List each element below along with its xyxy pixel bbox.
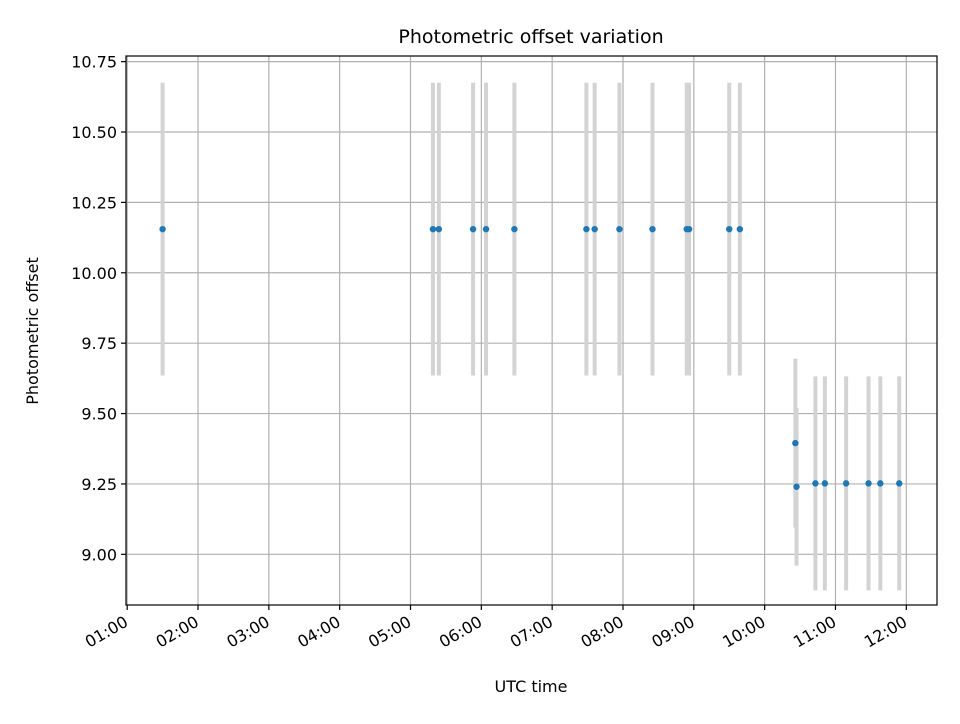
y-tick-label: 10.50 <box>71 123 117 142</box>
data-point <box>726 225 733 233</box>
data-point <box>793 483 800 490</box>
data-point <box>877 480 884 487</box>
y-tick-label: 9.00 <box>81 545 117 564</box>
data-point <box>685 225 693 233</box>
y-axis-label: Photometric offset <box>23 257 42 405</box>
y-axis-ticks: 9.00 9.25 9.50 9.75 10.00 10.25 10.50 10.75 <box>71 53 126 564</box>
data-point <box>821 480 829 487</box>
plot-frame <box>125 55 938 606</box>
data-point <box>159 225 166 233</box>
y-tick-label: 9.50 <box>81 405 117 424</box>
grid <box>126 56 937 605</box>
chart-title: Photometric offset variation <box>398 26 663 48</box>
data-point <box>649 225 656 233</box>
x-axis-label: UTC time <box>495 677 568 696</box>
y-tick-label: 10.25 <box>71 193 117 212</box>
data-point <box>482 225 490 233</box>
data-point <box>736 225 744 233</box>
data-point <box>429 225 437 233</box>
data-point <box>583 225 590 233</box>
y-tick-label: 9.75 <box>81 334 117 353</box>
data-point <box>812 480 819 487</box>
y-tick-label: 10.75 <box>71 53 117 72</box>
data-point <box>842 480 850 487</box>
data-point <box>511 225 518 233</box>
data-point <box>616 225 623 233</box>
data-point <box>469 225 477 233</box>
y-tick-label: 10.00 <box>71 264 117 283</box>
data-point <box>896 480 903 487</box>
data-point <box>591 225 598 233</box>
data-point <box>792 439 799 447</box>
data-point <box>435 225 443 233</box>
y-tick-label: 9.25 <box>81 475 117 494</box>
data-point <box>865 480 872 487</box>
data-points <box>159 225 903 490</box>
